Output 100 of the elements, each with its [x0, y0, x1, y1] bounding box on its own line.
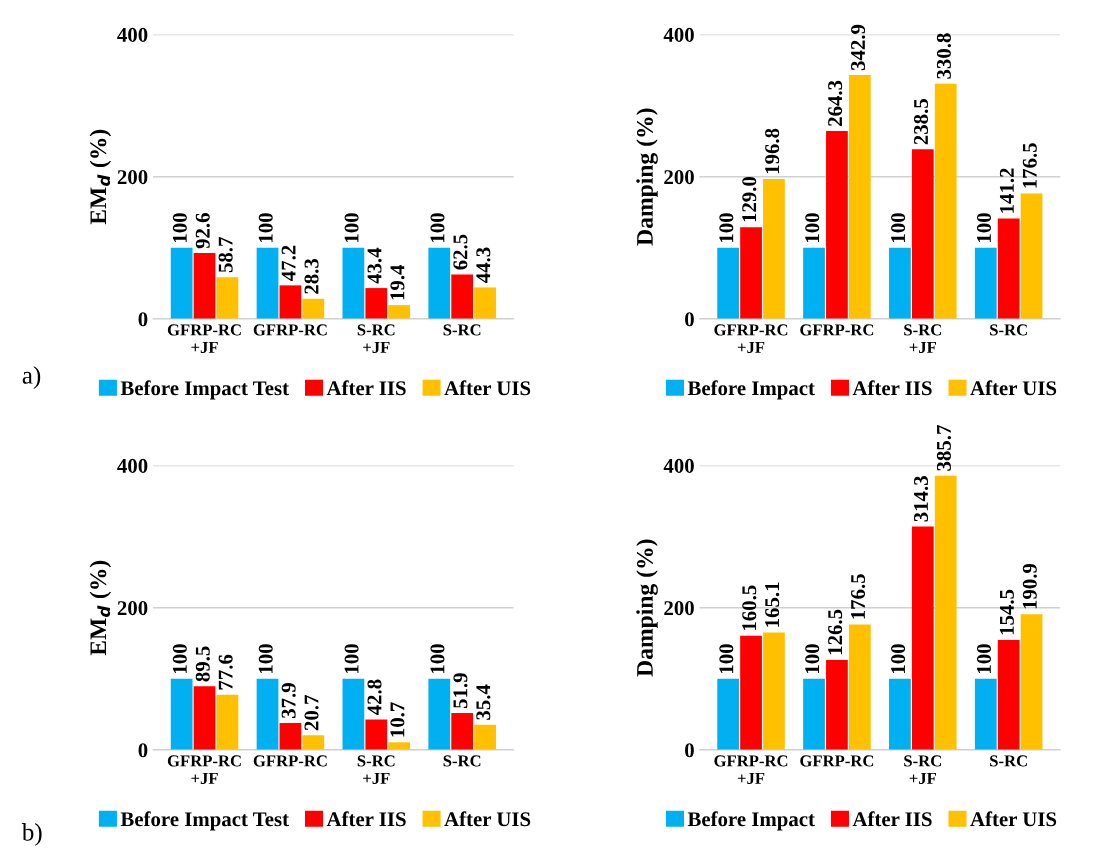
bar — [717, 247, 740, 319]
data-label: 196.8 — [765, 128, 780, 174]
x-tick-label: S-RC — [990, 755, 1027, 767]
bar — [279, 722, 302, 750]
bar — [193, 253, 216, 319]
x-tick-label: GFRP-RC — [800, 755, 874, 767]
legend-label: Before Impact — [687, 811, 815, 831]
bar — [388, 742, 411, 750]
bar — [763, 632, 785, 750]
legend-label: After IIS — [852, 380, 932, 396]
data-label: 100 — [976, 213, 991, 242]
legend-label: After UIS — [444, 811, 531, 827]
bar — [193, 686, 216, 750]
x-tick-label: S-RC +JF — [904, 324, 941, 353]
data-label: 100 — [430, 644, 445, 673]
data-label: 176.5 — [1022, 143, 1037, 188]
y-tick-label: 0 — [685, 312, 694, 327]
data-label: 100 — [719, 213, 734, 242]
bar — [997, 640, 1020, 750]
y-axis-title: EM$_{d}$ (%) — [89, 129, 112, 225]
data-label: 44.3 — [476, 247, 491, 283]
y-tick-label: 200 — [117, 601, 148, 616]
x-tick-label: GFRP-RC +JF — [167, 755, 241, 784]
legend-label: After IIS — [852, 811, 932, 827]
bar — [911, 526, 934, 750]
y-tick-label: 400 — [663, 458, 694, 473]
data-label: 100 — [258, 644, 273, 673]
data-label: 330.8 — [936, 33, 952, 79]
data-label: 342.9 — [851, 24, 866, 71]
bar — [365, 719, 388, 750]
bar — [474, 724, 496, 750]
x-tick-label: GFRP-RC — [253, 324, 327, 336]
data-label: 264.3 — [828, 80, 843, 126]
y-tick-label: 0 — [685, 743, 694, 758]
text: b) — [21, 823, 42, 846]
bar — [474, 287, 496, 319]
data-label: 100 — [344, 644, 359, 673]
data-label: 58.7 — [218, 237, 233, 273]
data-label: 19.4 — [390, 264, 405, 300]
x-tick-label: GFRP-RC — [800, 324, 874, 336]
bar — [256, 247, 279, 319]
bar — [803, 247, 825, 319]
bar — [451, 713, 474, 750]
legend-label: Before Impact Test — [120, 811, 289, 831]
bar — [302, 298, 325, 319]
bar — [717, 678, 740, 750]
data-label: 43.4 — [367, 247, 382, 284]
bar — [1020, 614, 1043, 750]
data-label: 100 — [976, 644, 991, 673]
bar — [934, 475, 957, 750]
bar — [342, 247, 365, 319]
bar — [740, 635, 762, 750]
bar — [216, 277, 239, 319]
y-axis-title: Damping (%) — [636, 108, 658, 246]
bar — [826, 130, 848, 319]
bar — [848, 75, 871, 319]
y-tick-label: 0 — [138, 743, 148, 758]
data-label: 100 — [430, 213, 445, 242]
legend-label: After UIS — [970, 811, 1057, 827]
bar — [256, 678, 279, 750]
text: a) — [22, 366, 41, 389]
data-label: 176.5 — [851, 574, 866, 619]
data-label: 89.5 — [195, 646, 210, 682]
data-label: 165.1 — [765, 582, 780, 627]
data-label: 100 — [344, 213, 359, 242]
data-label: 62.5 — [453, 234, 468, 270]
bar — [428, 678, 451, 750]
legend-label: After IIS — [326, 380, 406, 396]
y-tick-label: 400 — [117, 458, 148, 473]
bar — [848, 624, 871, 750]
bar — [388, 305, 411, 319]
data-label: 100 — [172, 644, 187, 673]
data-label: 154.5 — [999, 589, 1014, 635]
data-label: 37.9 — [281, 683, 296, 719]
data-label: 100 — [805, 213, 820, 242]
bar — [170, 678, 193, 750]
bar — [826, 659, 848, 750]
y-tick-label: 0 — [138, 312, 148, 327]
data-label: 100 — [891, 644, 906, 673]
data-label: 314.3 — [914, 476, 929, 522]
bar — [763, 178, 785, 319]
bar — [889, 247, 911, 319]
y-tick-label: 200 — [664, 601, 694, 616]
data-label: 160.5 — [742, 585, 757, 630]
bar — [170, 247, 193, 319]
x-tick-label: S-RC — [990, 324, 1027, 336]
x-tick-label: S-RC — [443, 755, 481, 767]
y-tick-label: 200 — [117, 170, 148, 185]
legend-label: After UIS — [970, 380, 1057, 396]
x-tick-label: GFRP-RC +JF — [714, 755, 788, 784]
data-label: 47.2 — [281, 245, 296, 281]
data-label: 100 — [805, 644, 820, 673]
bar — [911, 149, 934, 319]
x-tick-label: S-RC +JF — [357, 324, 395, 353]
bar — [216, 694, 239, 750]
data-label: 35.4 — [476, 684, 491, 720]
bar — [997, 218, 1020, 319]
legend-label: Before Impact Test — [120, 380, 289, 400]
y-tick-label: 400 — [663, 27, 694, 42]
data-label: 100 — [719, 644, 734, 673]
